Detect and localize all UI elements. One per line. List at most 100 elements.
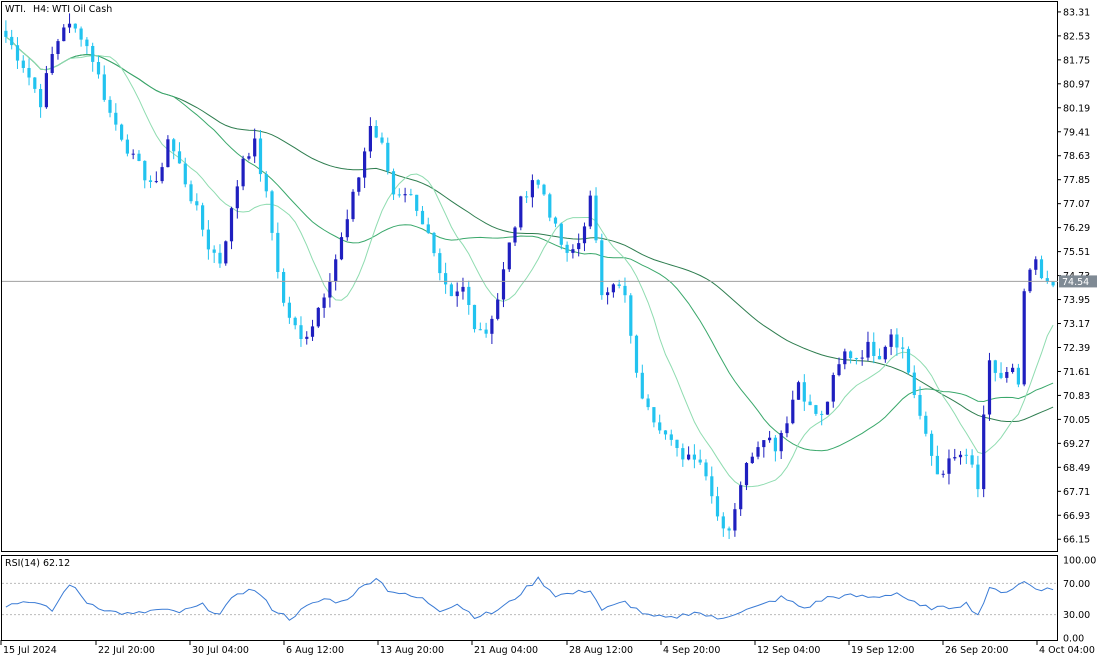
candle-body — [27, 68, 31, 78]
candle-body — [420, 210, 425, 225]
candle-body — [507, 242, 511, 270]
candle — [114, 103, 118, 131]
candle-body — [391, 171, 396, 195]
candle — [125, 134, 129, 157]
candle — [299, 316, 303, 347]
candle-body — [206, 229, 210, 250]
candle-body — [235, 186, 239, 209]
candle-body — [1005, 372, 1009, 378]
x-tick-label: 19 Sep 12:00 — [851, 645, 914, 656]
candle — [310, 319, 315, 341]
candle-body — [44, 73, 48, 108]
candle-body — [91, 46, 95, 62]
candle — [588, 190, 592, 230]
candle — [669, 429, 673, 446]
candle-body — [663, 430, 668, 435]
candle-body — [79, 28, 83, 40]
candle — [542, 183, 546, 196]
candle-body — [953, 457, 957, 459]
price-axis: 83.31 82.53 81.75 80.97 80.19 79.41 78.63 77.85… — [1057, 7, 1090, 546]
candle — [611, 283, 615, 298]
candle-body — [201, 205, 205, 230]
candle-body — [802, 382, 806, 402]
chart-symbol: WTI. — [5, 4, 26, 15]
candle-body — [606, 292, 610, 296]
candle-body — [623, 285, 627, 296]
candle — [339, 232, 344, 261]
candle-body — [1016, 367, 1020, 385]
candle-body — [218, 252, 222, 264]
candle-body — [1028, 269, 1032, 292]
candle — [594, 187, 598, 244]
candle — [1051, 281, 1055, 288]
candle — [519, 195, 523, 231]
candle — [10, 29, 14, 50]
candle-body — [1034, 259, 1038, 270]
candle — [941, 470, 945, 478]
candle-body — [594, 195, 598, 241]
candle-body — [293, 317, 297, 326]
candle — [490, 315, 494, 344]
candle — [987, 352, 992, 421]
candle-body — [10, 36, 14, 46]
candle-body — [4, 30, 8, 37]
candle — [247, 152, 251, 161]
candle-body — [386, 142, 390, 172]
y-tick-label: 80.19 — [1063, 103, 1090, 114]
candle-body — [681, 448, 685, 460]
candle-body — [710, 476, 714, 497]
candle — [970, 449, 974, 468]
candle — [44, 65, 48, 109]
candle — [154, 171, 158, 184]
y-tick-label: 83.31 — [1063, 7, 1090, 18]
candle-body — [831, 375, 835, 402]
current-price-label: 74.54 — [1062, 277, 1089, 288]
candle — [166, 135, 170, 168]
candle — [577, 233, 581, 257]
candle — [814, 404, 818, 416]
candle-body — [282, 272, 286, 303]
candle — [634, 334, 639, 378]
candle-body — [351, 191, 355, 220]
candle — [530, 174, 534, 208]
candle — [415, 194, 419, 217]
candle — [386, 137, 390, 175]
y-tick-label: 82.53 — [1063, 31, 1090, 42]
candle — [212, 245, 216, 263]
candle-body — [154, 181, 158, 183]
candle — [73, 23, 77, 33]
candle-body — [455, 291, 459, 297]
candle — [733, 503, 737, 537]
candle — [426, 217, 430, 234]
candle-body — [976, 464, 980, 490]
y-tick-label: 66.15 — [1063, 535, 1090, 546]
main-plot-frame — [1, 1, 1058, 552]
candle-body — [472, 304, 477, 330]
candle — [866, 331, 870, 361]
x-tick-label: 4 Sep 20:00 — [663, 645, 720, 656]
candle-body — [849, 351, 853, 359]
candle-body — [270, 191, 274, 233]
candle-body — [403, 194, 407, 196]
candle-body — [276, 232, 280, 272]
candle — [189, 180, 193, 204]
candle-body — [39, 89, 43, 108]
candle-body — [21, 60, 25, 68]
candle-body — [426, 224, 430, 233]
candle-body — [993, 360, 997, 373]
candle-body — [837, 364, 841, 376]
rsi-tick-label: 70.00 — [1063, 579, 1090, 590]
candle — [924, 411, 928, 437]
candle-body — [415, 194, 419, 211]
candle-body — [582, 226, 587, 244]
candle — [883, 345, 887, 363]
candle — [50, 46, 54, 75]
candle — [160, 162, 164, 184]
candle-body — [397, 194, 401, 196]
candle-body — [519, 196, 523, 228]
candle-body — [947, 458, 951, 474]
candle — [363, 147, 367, 189]
y-tick-label: 75.51 — [1063, 247, 1090, 258]
y-tick-label: 79.41 — [1063, 127, 1090, 138]
